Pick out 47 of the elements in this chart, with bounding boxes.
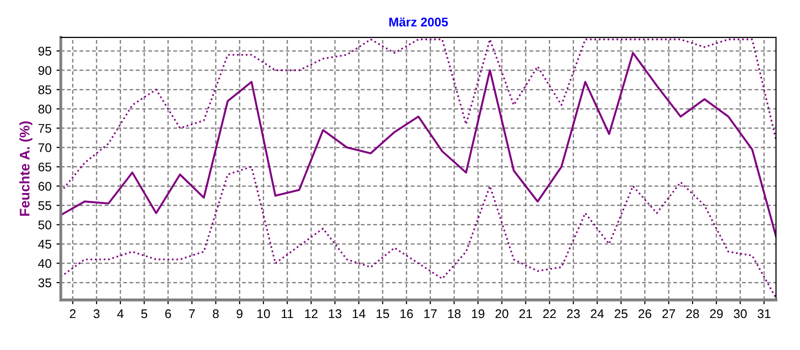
x-tick-label: 18 [448, 309, 461, 318]
x-tick-label: 24 [590, 309, 604, 318]
x-tick-label: 5 [141, 309, 148, 318]
x-tick-label: 4 [117, 309, 124, 318]
x-tick-label: 16 [400, 309, 413, 318]
x-tick-label: 11 [282, 309, 294, 318]
y-tick-label: 70 [38, 143, 52, 152]
y-tick-label: 60 [38, 182, 52, 191]
x-tick-label: 27 [662, 309, 676, 318]
y-axis-title: Feuchte A. (%) [19, 121, 32, 216]
y-tick-label: 50 [38, 220, 52, 230]
y-tick-label: 90 [38, 66, 52, 75]
line-series [60, 166, 776, 299]
x-tick-label: 21 [519, 309, 532, 318]
x-tick-label: 13 [328, 309, 342, 318]
line-series [60, 52, 776, 238]
x-tick-label: 3 [94, 309, 100, 318]
y-tick-label: 45 [38, 240, 52, 249]
x-tick-label: 22 [543, 309, 556, 318]
x-tick-label: 9 [236, 309, 242, 318]
x-tick-label: 23 [567, 309, 580, 318]
x-tick-label: 2 [70, 309, 76, 318]
y-tick-label: 95 [38, 46, 52, 56]
x-tick-label: 15 [376, 309, 390, 318]
y-tick-label: 65 [38, 162, 52, 172]
x-tick-label: 26 [638, 309, 652, 318]
x-tick-label: 25 [614, 309, 628, 318]
x-tick-label: 6 [165, 309, 172, 318]
x-tick-label: 20 [496, 309, 508, 318]
x-tick-label: 29 [710, 309, 723, 318]
y-tick-label: 35 [38, 278, 52, 288]
x-tick-label: 31 [758, 309, 770, 318]
x-tick-label: 19 [472, 309, 484, 318]
x-tick-label: 28 [686, 309, 699, 318]
x-tick-label: 7 [189, 309, 195, 318]
x-tick-label: 17 [424, 309, 437, 318]
y-tick-label: 55 [38, 201, 52, 210]
x-tick-label: 8 [212, 309, 219, 318]
chart-title: März 2005 [389, 18, 448, 26]
x-tick-label: 30 [734, 309, 747, 318]
x-tick-label: 12 [305, 309, 318, 318]
x-tick-label: 10 [257, 309, 270, 318]
x-tick-label: 14 [352, 309, 366, 318]
y-tick-label: 75 [38, 124, 52, 133]
y-tick-label: 80 [38, 104, 52, 114]
y-tick-label: 85 [38, 85, 52, 94]
y-tick-label: 40 [38, 259, 52, 268]
